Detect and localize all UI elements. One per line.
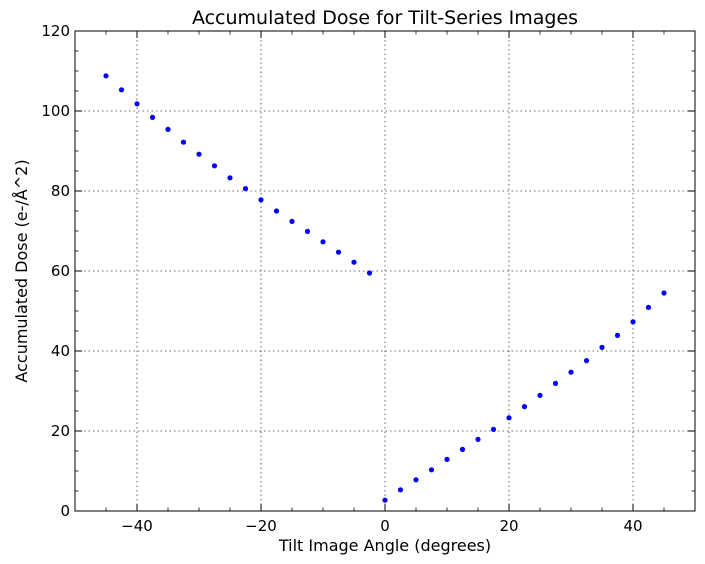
y-tick-label: 40 — [51, 342, 70, 360]
y-axis-label: Accumulated Dose (e-/Å^2) — [12, 159, 31, 382]
data-point — [521, 404, 528, 410]
x-tick-label: 40 — [623, 517, 642, 535]
x-axis-label: Tilt Image Angle (degrees) — [278, 536, 491, 555]
data-point — [196, 151, 202, 157]
y-tick-label: 100 — [41, 102, 70, 120]
data-point — [444, 456, 450, 462]
data-point — [630, 319, 636, 325]
grid-layer — [75, 31, 695, 511]
data-point — [351, 259, 357, 265]
y-tick-label: 60 — [51, 262, 70, 280]
chart-title: Accumulated Dose for Tilt-Series Images — [192, 7, 578, 29]
plot-frame — [74, 30, 696, 512]
data-point — [428, 467, 435, 473]
x-tick-label: 20 — [499, 517, 518, 535]
data-point — [366, 270, 373, 276]
data-point — [149, 114, 156, 120]
data-point — [118, 87, 125, 93]
y-tick-label: 120 — [41, 22, 70, 40]
data-point — [304, 228, 311, 234]
data-point — [289, 218, 295, 224]
data-point — [475, 436, 481, 442]
data-point — [103, 73, 109, 79]
data-point — [211, 163, 218, 169]
data-point — [165, 126, 171, 132]
data-point — [537, 392, 543, 398]
data-point — [413, 477, 419, 483]
data-point — [568, 369, 574, 375]
data-point — [382, 497, 388, 503]
data-point — [552, 380, 559, 386]
data-point — [661, 290, 667, 296]
data-point — [320, 239, 326, 245]
points-layer — [103, 73, 667, 503]
data-point — [273, 208, 280, 214]
data-point — [599, 344, 605, 350]
data-point — [459, 446, 466, 452]
data-point — [614, 332, 621, 338]
tick-labels-layer: −40 −20 0 20 40 0 20 40 60 80 100 120 — [41, 22, 642, 535]
x-tick-label: −40 — [121, 517, 153, 535]
y-tick-label: 20 — [51, 422, 70, 440]
data-point — [258, 197, 264, 203]
y-tick-label: 0 — [60, 502, 70, 520]
data-point — [506, 415, 512, 421]
x-tick-label: −20 — [245, 517, 277, 535]
data-point — [583, 358, 590, 364]
data-point — [227, 175, 233, 181]
data-point — [180, 139, 187, 145]
data-point — [490, 426, 497, 432]
data-point — [335, 249, 342, 255]
y-tick-label: 80 — [51, 182, 70, 200]
x-tick-label: 0 — [380, 517, 390, 535]
data-point — [397, 487, 404, 493]
data-point — [134, 101, 140, 107]
data-point — [242, 186, 249, 192]
data-point — [645, 304, 652, 310]
